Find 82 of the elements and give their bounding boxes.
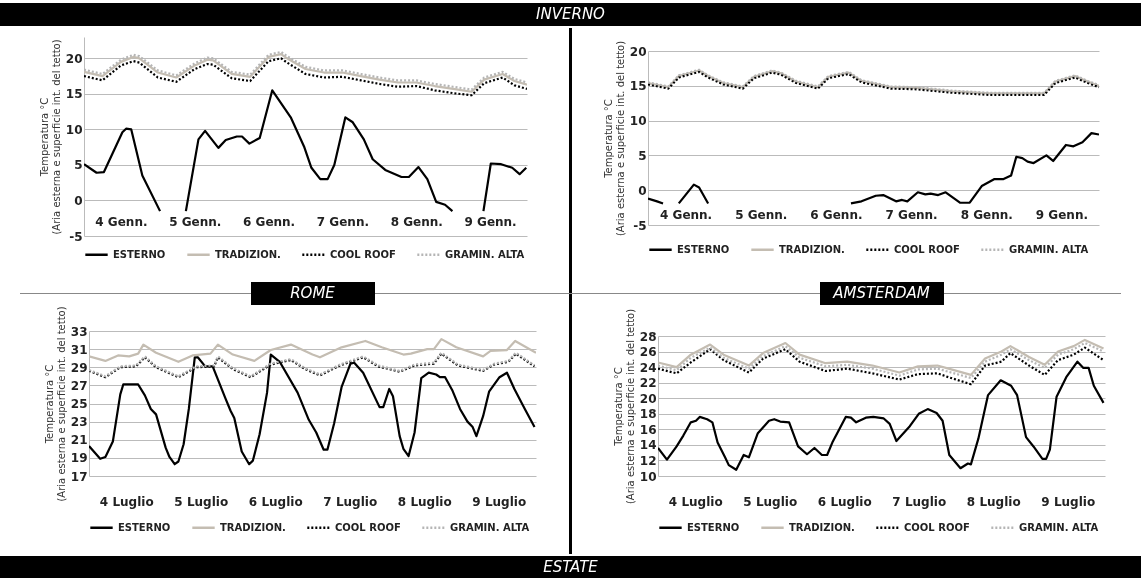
chart-title: ROME [250,282,375,305]
y-axis-title: Temperatura °C (Aria esterna e superficie int. del tetto) [602,40,626,237]
text: INVERNO [0,3,1141,26]
legend-label: TRADIZION. [789,521,855,533]
legend-label: ESTERNO [677,243,730,255]
legend-label: COOL ROOF [894,243,960,255]
legend-label: GRAMIN. ALTA [450,521,530,533]
y-tick-label: 17 [70,469,88,484]
line-series [658,346,1105,386]
x-tick-label: 9 Luglio [1041,494,1096,509]
line-series [89,353,536,466]
legend-label: COOL ROOF [904,521,970,533]
y-tick-label: -5 [633,218,647,233]
legend-label: GRAMIN. ALTA [445,248,525,260]
x-tick-label: 5 Genn. [735,207,788,222]
y-tick-label: 31 [70,342,88,357]
x-tick-label: 4 Luglio [99,494,154,509]
x-tick-label: 6 Genn. [810,207,863,222]
legend-label: GRAMIN. ALTA [1009,243,1089,255]
y-tick-label: 14 [639,438,657,453]
y-axis-title: Temperatura °C (Aria esterna e superficie int. del tetto) [43,306,67,502]
x-tick-label: 6 Luglio [248,494,303,509]
x-tick-label: 8 Genn. [390,214,443,229]
x-tick-label: 8 Luglio [397,494,452,509]
y-tick-label: 15 [629,79,647,94]
x-tick-label: 5 Genn. [169,214,222,229]
y-tick-label: 25 [70,397,88,411]
x-tick-label: 7 Genn. [885,207,938,222]
y-tick-label: 15 [65,87,83,102]
x-tick-label: 7 Luglio [323,494,378,509]
y-tick-label: 23 [70,415,88,430]
x-tick-label: 7 Luglio [892,494,947,509]
legend-label: TRADIZION. [220,521,286,533]
chart-title: AMSTERDAM [819,282,944,305]
x-tick-label: 7 Genn. [316,214,369,229]
y-tick-label: 10 [639,469,657,484]
y-tick-label: 20 [629,44,647,59]
y-tick-label: -5 [69,229,83,244]
x-tick-label: 6 Luglio [817,494,872,509]
text: ESTATE [0,556,1141,578]
y-tick-label: 0 [74,193,83,208]
y-tick-label: 10 [65,122,83,137]
legend-label: ESTERNO [118,521,171,533]
legend-label: GRAMIN. ALTA [1019,521,1099,533]
y-axis-title: Temperatura °C (Aria esterna e superficie int. del tetto) [612,308,636,505]
y-tick-label: 10 [629,114,647,129]
x-tick-label: 4 Genn. [95,214,148,229]
line-series [658,360,1105,471]
y-tick-label: 19 [70,451,88,466]
x-tick-label: 5 Luglio [743,494,798,509]
x-tick-label: 8 Luglio [966,494,1021,509]
x-tick-label: 4 Luglio [668,494,723,509]
y-tick-label: 0 [638,183,647,198]
x-tick-label: 4 Genn. [660,207,713,222]
x-tick-label: 9 Luglio [472,494,527,509]
y-tick-label: 27 [70,378,88,393]
legend-label: COOL ROOF [335,521,401,533]
legend-label: TRADIZION. [215,248,281,260]
y-tick-label: 5 [638,148,647,163]
legend-label: TRADIZION. [779,243,845,255]
y-tick-label: 16 [639,422,657,437]
x-tick-label: 6 Genn. [243,214,296,229]
y-tick-label: 24 [639,360,657,375]
y-tick-label: 26 [639,345,657,360]
y-tick-label: 22 [639,376,657,391]
y-tick-label: 20 [65,51,83,66]
y-tick-label: 12 [639,453,657,468]
legend-label: ESTERNO [687,521,740,533]
legend-label: ESTERNO [113,248,166,260]
x-tick-label: 9 Genn. [464,214,517,229]
legend-label: COOL ROOF [330,248,396,260]
y-tick-label: 5 [74,158,83,173]
x-tick-label: 8 Genn. [960,207,1013,222]
y-tick-label: 29 [70,360,88,375]
y-tick-label: 20 [639,391,657,406]
y-tick-label: 33 [70,324,88,339]
y-tick-label: 21 [70,433,88,448]
y-tick-label: 18 [639,407,657,422]
x-tick-label: 5 Luglio [174,494,229,509]
y-tick-label: 28 [639,329,657,344]
x-tick-label: 9 Genn. [1035,207,1088,222]
y-axis-title: Temperatura °C (Aria esterna e superficie int. del tetto) [38,39,62,235]
